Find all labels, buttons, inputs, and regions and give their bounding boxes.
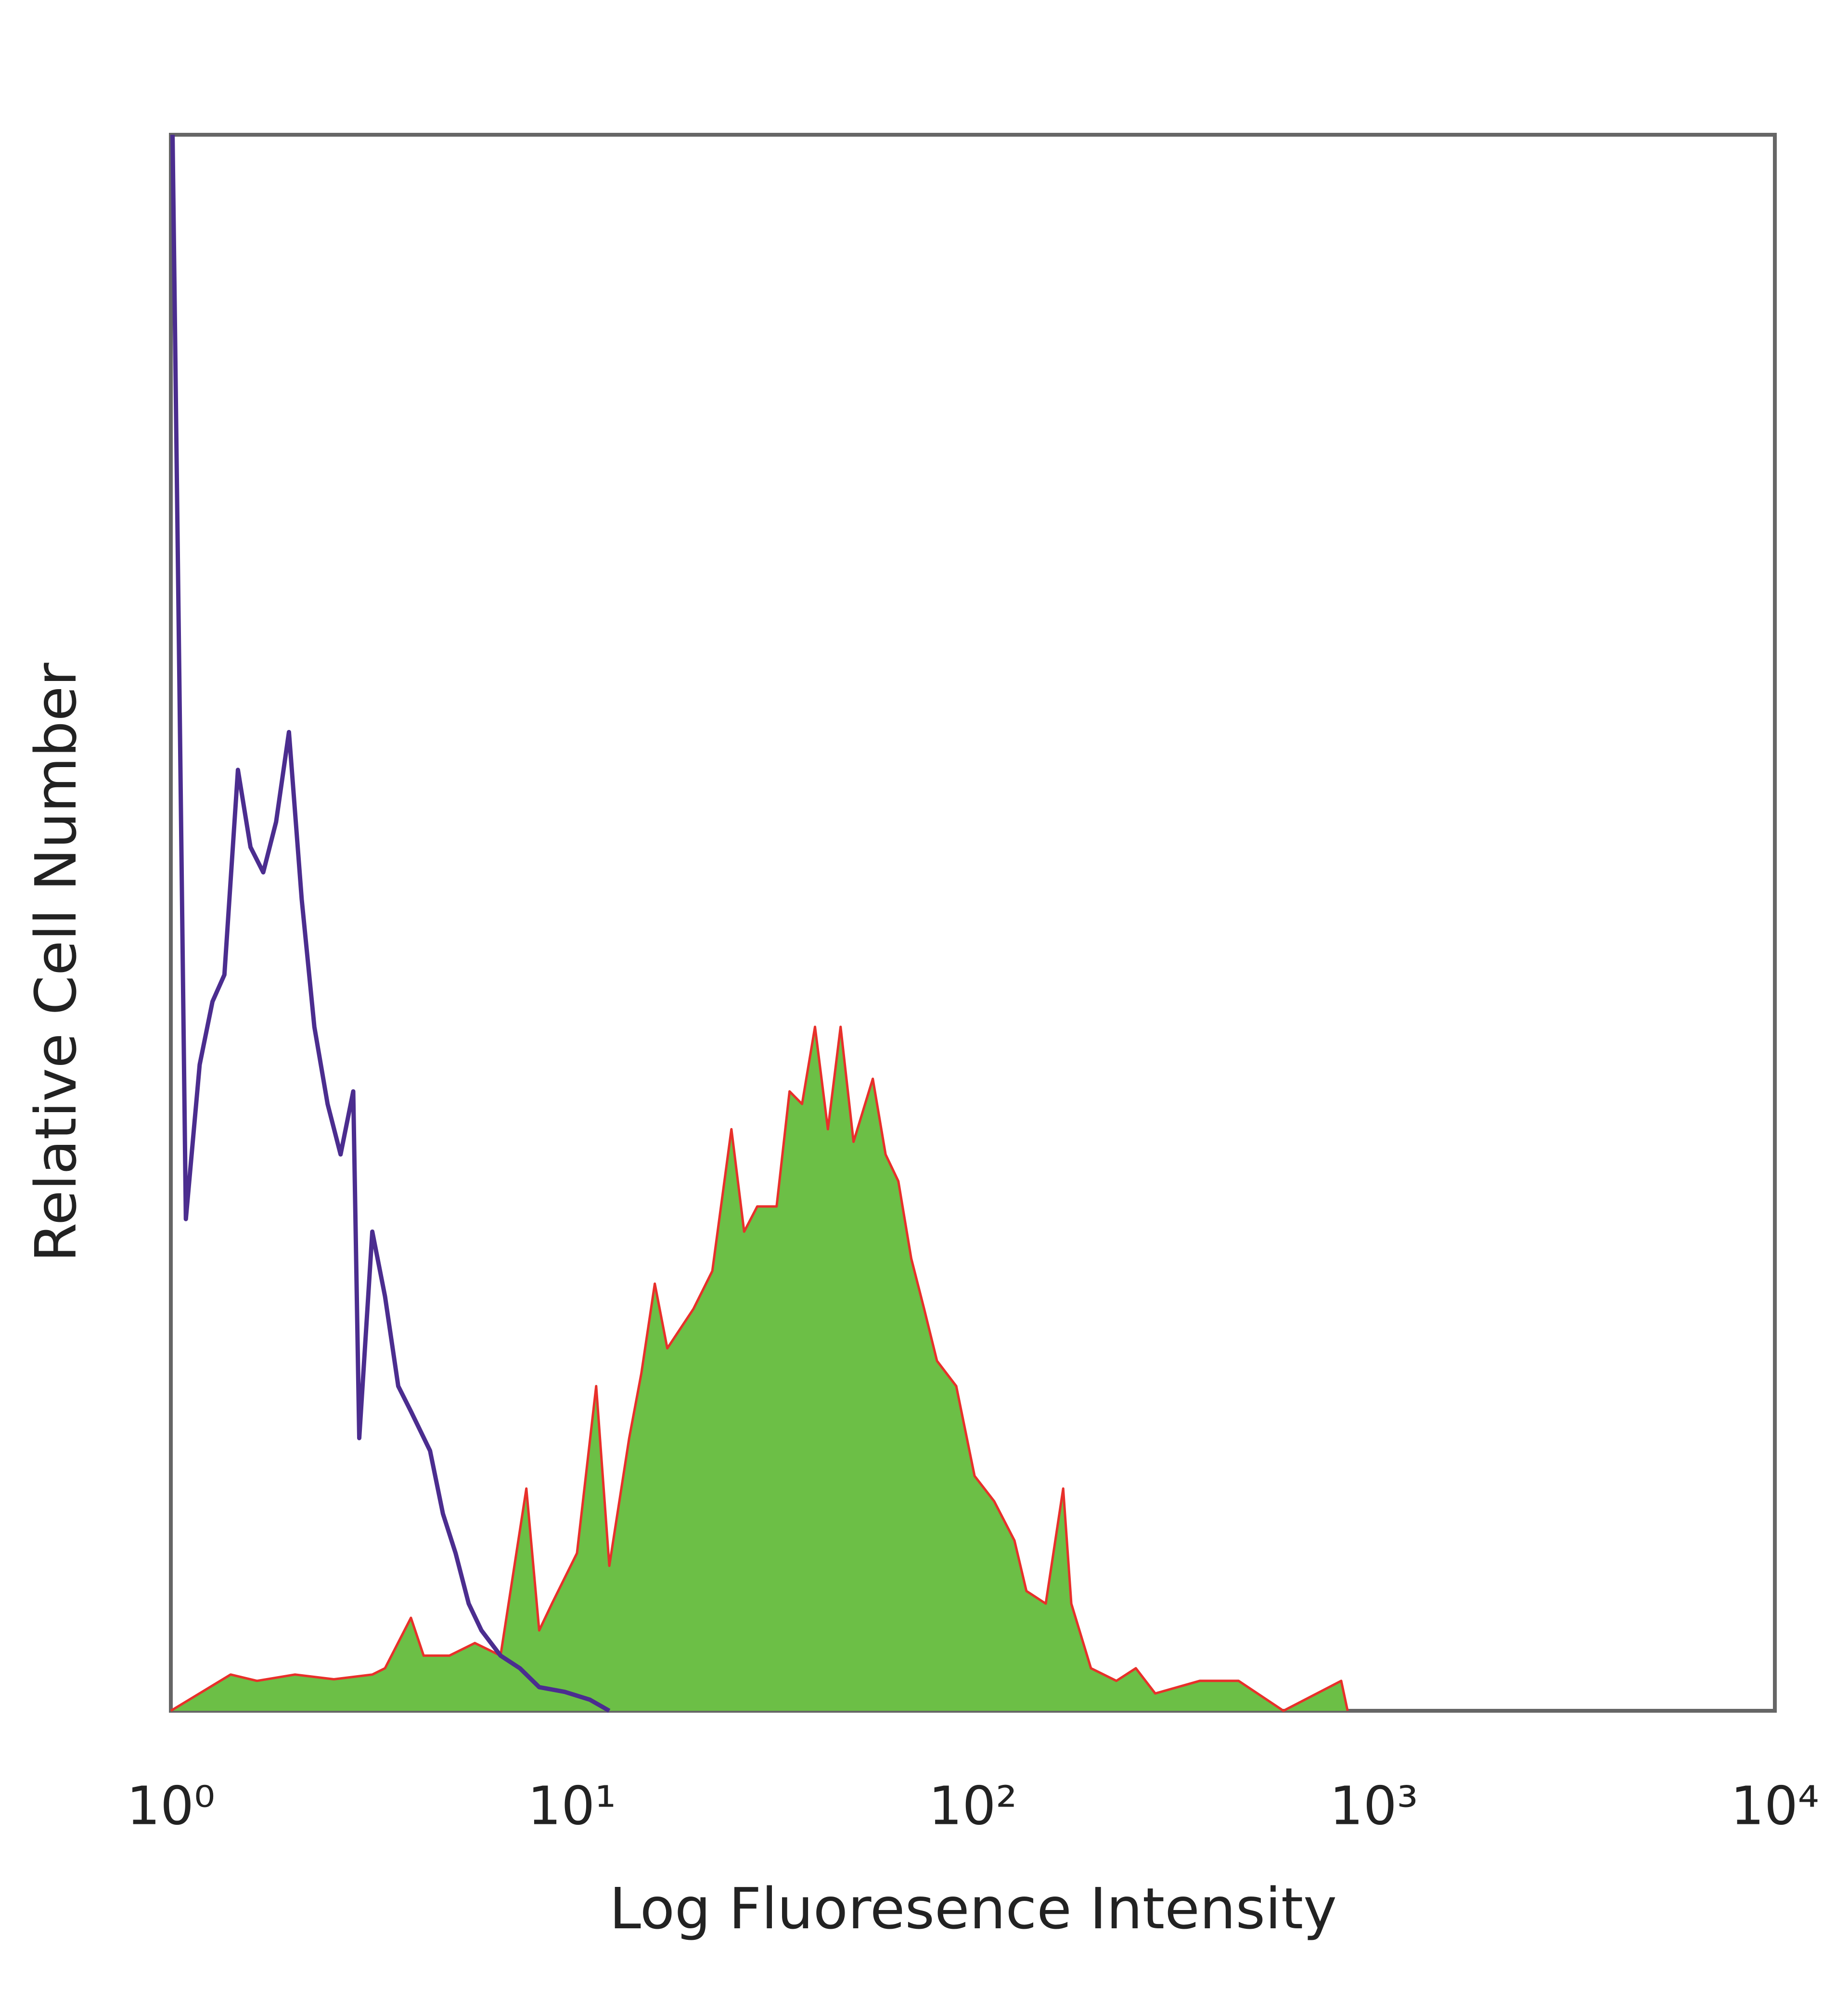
histogram-area [171, 1026, 1348, 1711]
x-tick-label: 10¹ [527, 1775, 616, 1836]
y-axis-label: Relative Cell Number [23, 663, 89, 1262]
x-axis-label: Log Fluoresence Intensity [609, 1875, 1337, 1942]
histogram-outline [170, 1026, 1349, 1712]
x-tick-label: 10⁰ [127, 1775, 215, 1836]
x-tick-label: 10⁴ [1731, 1775, 1819, 1836]
x-tick-label: 10³ [1330, 1775, 1418, 1836]
x-tick-label: 10² [928, 1775, 1017, 1836]
histogram-outline [170, 134, 611, 1713]
